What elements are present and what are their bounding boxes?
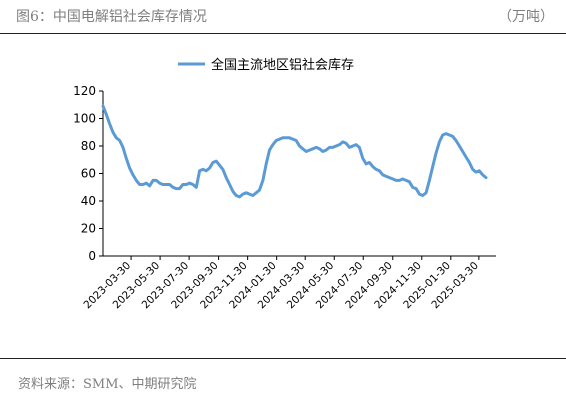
y-tick-label: 60 xyxy=(81,167,96,181)
figure-title: 图6：中国电解铝社会库存情况 xyxy=(16,9,207,25)
line-chart: 全国主流地区铝社会库存 0 20 40 60 80 100 120 2023-03-3020… xyxy=(73,57,496,311)
series-layer xyxy=(101,104,488,199)
y-tick-label: 80 xyxy=(81,139,96,153)
y-tick-label: 100 xyxy=(73,112,96,126)
unit-label: （万吨） xyxy=(498,9,554,25)
y-axis: 0 20 40 60 80 100 120 xyxy=(73,84,104,263)
legend-label: 全国主流地区铝社会库存 xyxy=(211,57,354,73)
x-axis: 2023-03-302023-05-302023-07-302023-09-30… xyxy=(82,255,496,311)
bottom-rule xyxy=(0,358,566,359)
y-tick-label: 120 xyxy=(73,84,96,98)
y-tick-label: 20 xyxy=(81,222,96,236)
y-tick-label: 40 xyxy=(81,194,96,208)
series-line xyxy=(101,104,488,199)
y-tick-label: 0 xyxy=(88,249,96,263)
legend: 全国主流地区铝社会库存 xyxy=(178,57,354,73)
source-note: 资料来源：SMM、中期研究院 xyxy=(18,377,197,392)
top-rule xyxy=(0,33,566,34)
